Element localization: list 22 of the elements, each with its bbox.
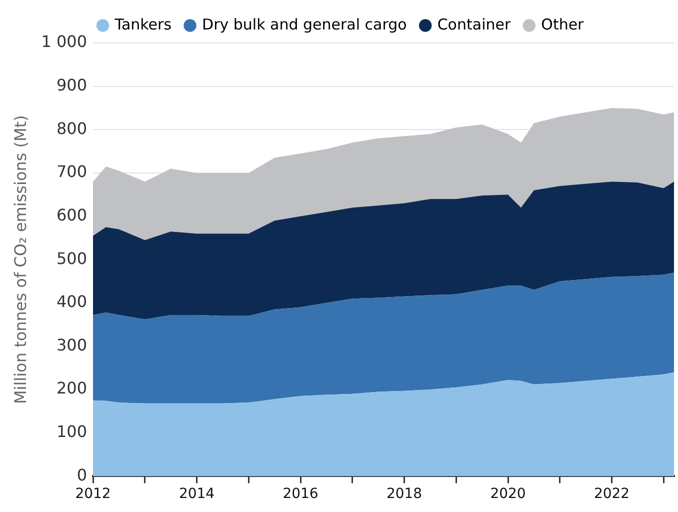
x-tick-label: 2020 [490,486,526,502]
y-tick-label: 800 [56,118,88,138]
y-axis-title: Million tonnes of CO₂ emissions (Mt) [10,115,30,404]
legend-label: Container [437,15,512,34]
y-tick-label: 200 [56,378,88,398]
x-tick-label: 2022 [594,486,630,502]
x-tick-label: 2012 [75,486,111,502]
y-tick-label: 900 [56,75,88,94]
y-tick-label: 0 [76,465,88,484]
x-tick-label: 2016 [282,486,318,502]
y-tick-label: 500 [56,248,88,268]
x-tick-label: 2018 [386,486,422,502]
y-tick-label: 600 [56,205,88,224]
legend-label: Other [541,15,585,34]
x-tick-label: 2014 [178,486,215,502]
legend-label: Dry bulk and general cargo [202,15,407,34]
y-tick-label: 300 [56,335,88,354]
y-tick-label: 100 [56,422,88,442]
y-tick-label: 700 [56,162,88,182]
y-tick-label: 400 [56,292,88,312]
y-tick-label: 1 000 [41,32,88,52]
legend-label: Tankers [114,15,172,34]
